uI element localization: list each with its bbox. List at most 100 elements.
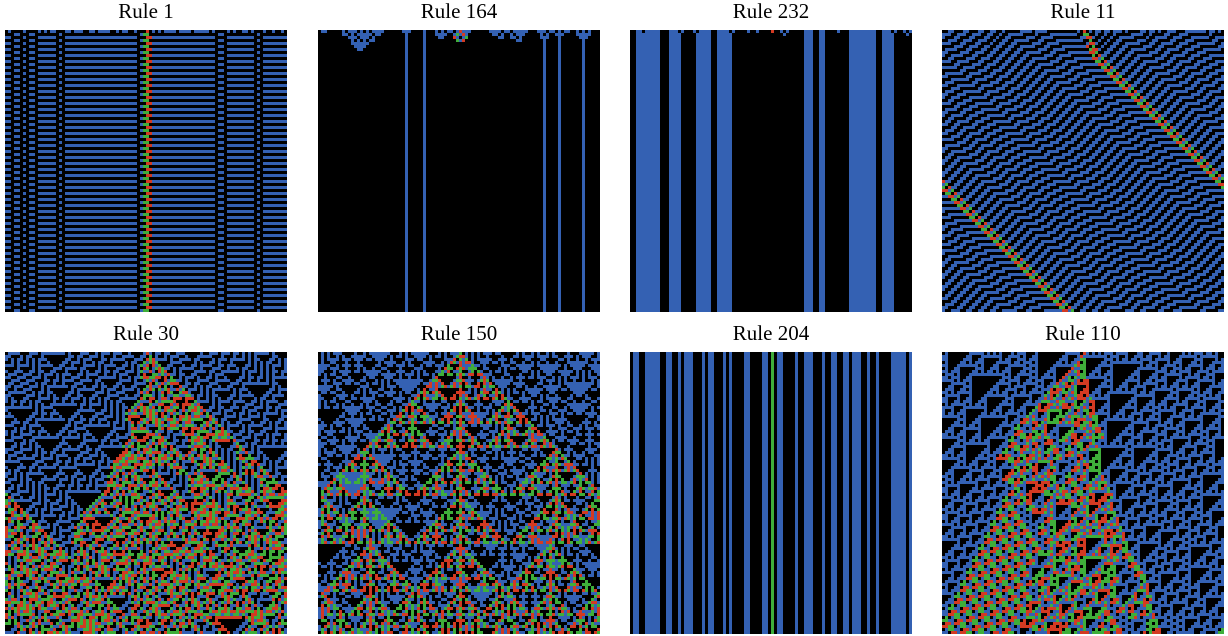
- cell-run: [263, 415, 266, 418]
- cell-run: [5, 264, 11, 267]
- cell-run: [23, 264, 26, 267]
- cell-run: [1116, 165, 1122, 168]
- cell-run: [1059, 186, 1077, 189]
- cell-run: [116, 409, 119, 412]
- cell-run: [1221, 75, 1224, 78]
- cell-run: [456, 39, 459, 42]
- cell-run: [23, 72, 26, 75]
- cell-run: [200, 406, 203, 409]
- cell-run: [23, 210, 26, 213]
- cell-run: [11, 403, 14, 406]
- cell-run: [47, 391, 53, 394]
- cell-run: [44, 379, 50, 382]
- cell-run: [23, 222, 26, 225]
- cell-run: [882, 291, 894, 294]
- cell-run: [1092, 309, 1098, 312]
- cell-run: [5, 174, 11, 177]
- cell-run: [152, 270, 215, 273]
- cell-run: [558, 210, 561, 213]
- cell-run: [146, 288, 152, 291]
- cell-run: [1020, 249, 1026, 252]
- cell-run: [1023, 168, 1032, 171]
- cell-run: [882, 84, 894, 87]
- cell-run: [1221, 162, 1224, 165]
- cell-run: [1080, 81, 1086, 84]
- cell-run: [984, 36, 990, 39]
- cell-run: [717, 102, 732, 105]
- cell-run: [215, 376, 218, 379]
- cell-run: [1044, 213, 1050, 216]
- cell-run: [948, 165, 954, 168]
- cell-run: [257, 219, 260, 222]
- cell-run: [405, 285, 408, 288]
- cell-run: [38, 150, 56, 153]
- cell-run: [1125, 192, 1131, 195]
- cell-run: [1080, 285, 1086, 288]
- cell-run: [1125, 261, 1134, 264]
- cell-run: [230, 361, 233, 364]
- cell-run: [1065, 264, 1080, 267]
- cell-run: [582, 192, 585, 195]
- cell-run: [263, 294, 287, 297]
- cell-run: [233, 412, 236, 415]
- cell-run: [11, 361, 14, 364]
- panel-title: Rule 30: [113, 321, 179, 345]
- cell-run: [200, 367, 203, 370]
- cell-run: [1104, 105, 1110, 108]
- cell-run: [669, 84, 681, 87]
- cell-run: [29, 442, 32, 445]
- cell-run: [41, 406, 53, 409]
- cell-run: [942, 132, 948, 135]
- cell-run: [696, 162, 711, 165]
- cell-run: [819, 309, 825, 312]
- cell-run: [1128, 219, 1137, 222]
- cell-run: [1062, 99, 1068, 102]
- cell-run: [242, 367, 248, 370]
- cell-run: [221, 370, 239, 373]
- cell-run: [1119, 174, 1125, 177]
- cell-run: [498, 36, 504, 39]
- cell-run: [582, 216, 585, 219]
- cell-run: [1098, 147, 1104, 150]
- cell-run: [405, 126, 408, 129]
- cell-run: [1173, 90, 1188, 93]
- cell-run: [1197, 42, 1215, 45]
- cell-run: [1167, 198, 1173, 201]
- cell-run: [80, 418, 86, 421]
- cell-run: [152, 288, 215, 291]
- cell-run: [1146, 183, 1152, 186]
- cell-run: [41, 454, 44, 457]
- cell-run: [696, 96, 711, 99]
- cell-run: [284, 451, 287, 454]
- cell-run: [1107, 150, 1113, 153]
- cell-run: [5, 108, 11, 111]
- cell-run: [1098, 267, 1104, 270]
- cell-run: [804, 294, 813, 297]
- cell-run: [669, 144, 681, 147]
- cell-run: [882, 153, 894, 156]
- cell-run: [113, 463, 119, 466]
- cell-run: [29, 63, 35, 66]
- cell-run: [804, 60, 813, 63]
- cell-run: [942, 228, 945, 231]
- cell-run: [405, 186, 408, 189]
- cell-run: [423, 126, 426, 129]
- cell-run: [636, 93, 660, 96]
- cell-run: [558, 306, 561, 309]
- cell-run: [245, 460, 248, 463]
- cell-run: [65, 294, 137, 297]
- cell-run: [804, 78, 813, 81]
- cell-run: [215, 442, 218, 445]
- cell-run: [1014, 165, 1020, 168]
- cell-run: [849, 309, 876, 312]
- cell-run: [1164, 147, 1182, 150]
- cell-run: [74, 463, 95, 466]
- cell-run: [1131, 267, 1140, 270]
- cell-run: [1170, 126, 1173, 129]
- cell-run: [218, 285, 224, 288]
- cell-run: [14, 99, 20, 102]
- cell-run: [696, 213, 711, 216]
- cell-run: [227, 216, 254, 219]
- cell-run: [423, 171, 426, 174]
- cell-run: [636, 201, 660, 204]
